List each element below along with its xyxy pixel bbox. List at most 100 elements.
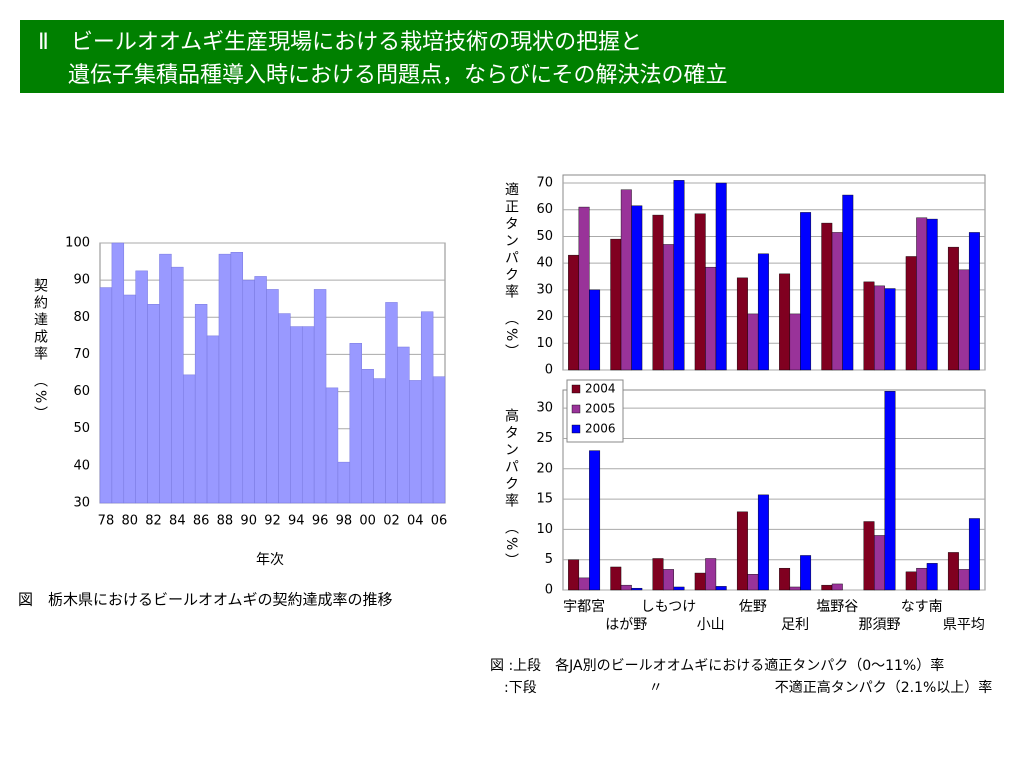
y-tick-label: 30 <box>536 401 553 416</box>
bar <box>147 304 160 504</box>
bar <box>589 450 601 591</box>
x-tick-label: 小山 <box>697 617 725 633</box>
legend-swatch <box>571 404 581 414</box>
bar <box>361 369 374 504</box>
legend-label: 2006 <box>585 422 616 436</box>
y-axis-label: 適正タンパク率 （%） <box>503 181 519 361</box>
bar <box>905 571 917 591</box>
bar <box>620 584 632 591</box>
caption: :下段 〃 不適正高タンパク（2.1%以上）率 <box>490 679 992 696</box>
bar <box>715 586 727 591</box>
bar <box>863 281 875 371</box>
bar <box>301 326 315 504</box>
x-tick-label: 82 <box>145 514 162 529</box>
legend-label: 2004 <box>585 382 616 396</box>
bar <box>631 587 643 591</box>
x-tick-label: 96 <box>312 514 329 529</box>
bar <box>884 391 896 591</box>
bar <box>884 288 896 371</box>
title-line: 遺伝子集積品種導入時における問題点，ならびにその解決法の確立 <box>68 63 728 88</box>
bar <box>831 583 843 591</box>
bar <box>874 535 885 591</box>
bar <box>290 326 303 504</box>
bar <box>863 521 875 591</box>
bar <box>947 246 959 371</box>
y-tick-label: 70 <box>73 347 90 362</box>
x-tick-label: 宇都宮 <box>563 599 605 615</box>
y-tick-label: 80 <box>73 310 90 325</box>
bar <box>99 287 113 504</box>
y-tick-label: 0 <box>545 583 553 598</box>
bar <box>568 254 580 371</box>
bar <box>958 269 970 371</box>
bar <box>135 270 148 504</box>
x-tick-label: 86 <box>193 514 210 529</box>
y-tick-label: 10 <box>536 336 553 351</box>
bar <box>313 289 327 504</box>
x-tick-label: 04 <box>407 514 424 529</box>
bar <box>385 302 398 504</box>
bar <box>194 304 208 504</box>
bar <box>705 558 717 591</box>
legend-swatch <box>571 424 581 434</box>
x-tick-label: 02 <box>383 514 400 529</box>
x-tick-label: 00 <box>359 514 376 529</box>
bar <box>123 294 136 504</box>
bar <box>968 518 980 591</box>
bar <box>800 212 812 371</box>
bar <box>926 218 938 371</box>
x-tick-label: 80 <box>121 514 138 529</box>
y-tick-label: 10 <box>536 522 553 537</box>
bar <box>736 277 748 371</box>
x-axis-label: 年次 <box>256 552 284 568</box>
bar <box>349 343 362 504</box>
bar <box>183 374 196 504</box>
y-tick-label: 40 <box>73 458 90 473</box>
bar <box>947 552 959 591</box>
bar <box>789 313 801 371</box>
y-tick-label: 60 <box>73 384 90 399</box>
y-tick-label: 15 <box>536 492 553 507</box>
header-band <box>20 20 1004 93</box>
x-tick-label: はが野 <box>605 617 647 633</box>
y-tick-label: 0 <box>545 363 553 378</box>
x-tick-label: 足利 <box>781 617 809 633</box>
bar <box>578 577 590 591</box>
x-tick-label: 98 <box>336 514 353 529</box>
bar <box>578 206 590 371</box>
bar <box>705 266 717 371</box>
bar <box>254 276 267 504</box>
bar <box>663 569 674 591</box>
bar <box>325 387 339 504</box>
bar <box>266 289 279 504</box>
y-tick-label: 50 <box>536 229 553 244</box>
bar <box>694 213 706 371</box>
bar <box>874 285 885 371</box>
bar <box>397 346 410 504</box>
bar <box>800 555 812 591</box>
bar <box>111 242 125 504</box>
bar <box>757 494 769 591</box>
x-tick-label: 県平均 <box>943 617 985 633</box>
bar <box>779 567 791 591</box>
bar <box>789 586 801 591</box>
bar <box>926 563 938 591</box>
y-tick-label: 25 <box>536 431 553 446</box>
bar <box>916 217 928 371</box>
y-tick-label: 40 <box>536 256 553 271</box>
bar <box>831 232 843 371</box>
bar <box>821 584 833 591</box>
bar <box>206 335 220 504</box>
caption: 図 栃木県におけるビールオオムギの契約達成率の推移 <box>18 591 393 609</box>
legend-label: 2005 <box>585 402 616 416</box>
y-tick-label: 30 <box>536 282 553 297</box>
x-tick-label: 88 <box>217 514 234 529</box>
x-tick-label: 90 <box>240 514 257 529</box>
legend-swatch <box>571 384 581 394</box>
y-tick-label: 20 <box>536 461 553 476</box>
y-tick-label: 60 <box>536 202 553 217</box>
y-tick-label: 20 <box>536 309 553 324</box>
bar <box>694 572 706 591</box>
